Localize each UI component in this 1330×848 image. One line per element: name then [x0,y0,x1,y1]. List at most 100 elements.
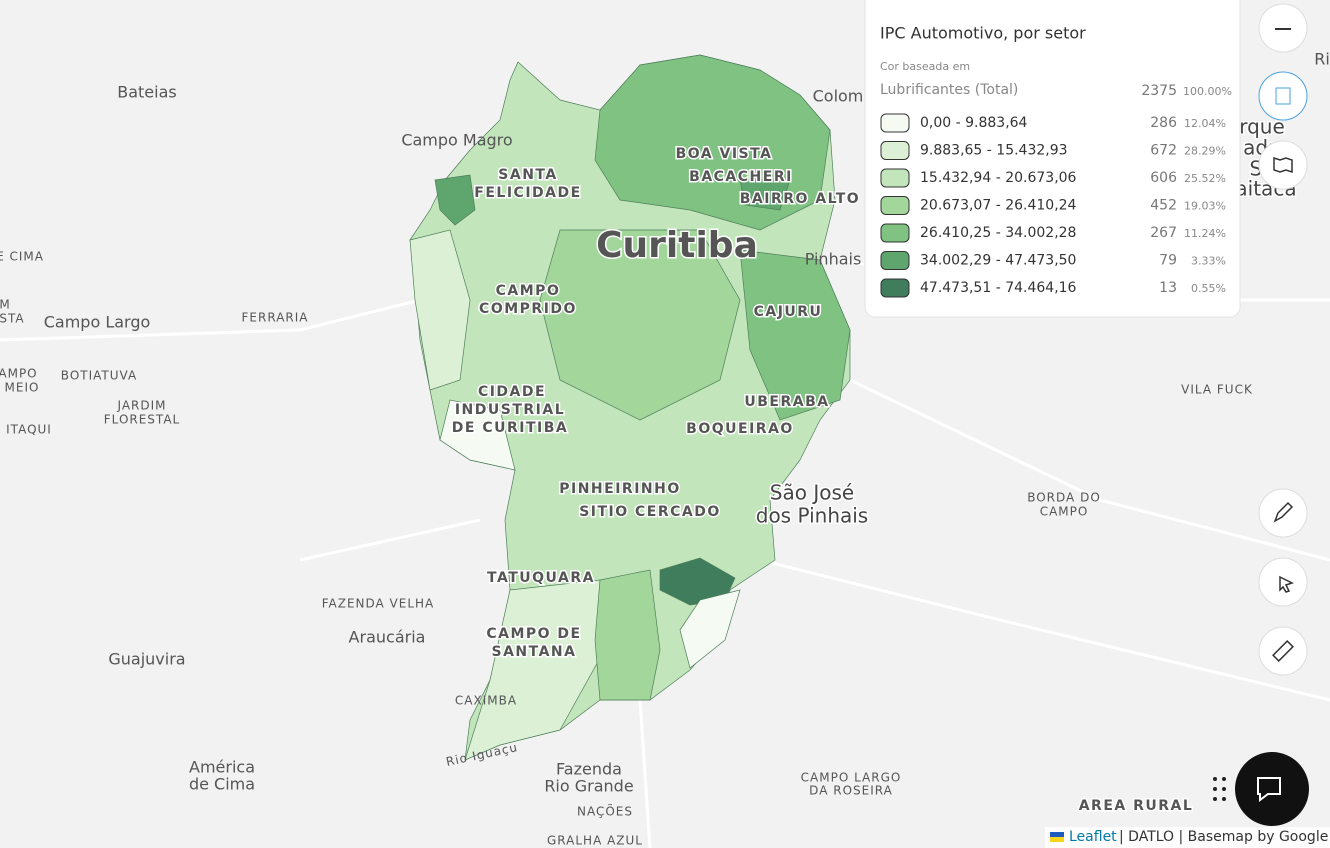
place-label: E CIMA [0,250,44,264]
place-label: CAMPO LARGO [801,771,902,785]
place-label: UBERABA [744,394,829,410]
place-label: CAMPO [496,283,561,299]
place-label: ITAQUI [6,423,52,437]
measure-button[interactable] [1258,626,1308,676]
place-label: VILA FUCK [1181,383,1253,397]
place-label: Fazenda [556,760,622,779]
draw-button[interactable] [1258,488,1308,538]
legend-percent: 3.33% [1191,255,1226,268]
place-label: CAMPO DE [486,626,581,642]
place-label: NAÇÕES [577,804,633,819]
place-label: CAXIMBA [455,694,517,708]
place-label: São José [770,481,854,505]
legend-swatch [880,141,910,160]
legend-panel: IPC Automotivo, por setor Cor baseada em… [864,0,1241,318]
place-label: BOQUEIRAO [686,421,794,437]
list-icon [1275,87,1291,105]
legend-swatch [880,278,910,298]
place-label: CAJURU [754,304,823,320]
place-label: Curitiba [596,225,758,266]
legend-total-percent: 100.00% [1183,85,1232,98]
place-labels: Bateias Campo Magro SANTA FELICIDADE BOA VIS… [0,50,1330,848]
place-label: JARDIM [116,399,166,413]
attribution-text: | DATLO | Basemap by Google [1119,829,1328,845]
place-label: FERRARIA [242,311,309,325]
legend-count: 452 [1150,198,1177,214]
map-icon [1273,156,1293,174]
place-label: Ri [1314,50,1330,69]
place-label: INDUSTRIAL [455,402,565,418]
legend-swatch [880,113,910,133]
layers-button[interactable] [1258,140,1308,190]
place-label: SANTANA [492,644,577,660]
legend-range: 9.883,65 - 15.432,93 [920,143,1068,159]
flag-top [1050,832,1064,837]
legend-percent: 12.04% [1184,117,1226,130]
place-label: AMPO [0,367,38,381]
legend-percent: 11.24% [1184,227,1226,240]
cursor-icon [1279,575,1294,593]
legend-range: 0,00 - 9.883,64 [920,115,1028,131]
place-label: América [189,758,255,777]
place-label: DA ROSEIRA [809,784,893,798]
legend-range: 15.432,94 - 20.673,06 [920,170,1077,186]
legend-count: 13 [1159,280,1177,296]
sectors [409,54,851,761]
legend-count: 267 [1150,225,1177,241]
legend-title: IPC Automotivo, por setor [880,24,1086,43]
ruler-icon [1272,640,1294,662]
place-label: PINHEIRINHO [559,481,681,497]
controls [1213,3,1309,826]
place-label: BOA VISTA [676,146,773,162]
legend-percent: 25.52% [1184,172,1226,185]
place-label: BOTIATUVA [61,369,137,383]
legend-range: 20.673,07 - 26.410,24 [920,198,1077,214]
place-label: SANTA [498,167,557,183]
place-label: M [0,298,11,312]
place-label: FAZENDA VELHA [322,597,435,611]
legend-range: 26.410,25 - 34.002,28 [920,225,1076,241]
legend-percent: 28.29% [1184,145,1226,158]
select-button[interactable] [1258,557,1308,607]
place-label: Araucária [349,628,426,647]
place-label: FELICIDADE [474,185,581,201]
place-label: SITIO CERCADO [579,504,721,520]
legend-count: 286 [1150,115,1177,131]
legend-percent: 0.55% [1191,282,1226,295]
place-label: TATUQUARA [487,570,595,586]
legend-count: 606 [1150,170,1177,186]
place-label: Campo Magro [401,131,512,150]
place-label: STA [0,312,25,326]
place-label: Bateias [117,83,176,102]
legend-button[interactable] [1258,71,1308,121]
legend-swatch [880,196,910,215]
place-label: BORDA DO [1027,491,1101,505]
place-label: AREA RURAL [1079,798,1194,814]
place-label: Pinhais [805,250,862,269]
place-label: rque [1239,115,1285,139]
place-label: DE CURITIBA [452,420,568,436]
flag-bottom [1050,837,1064,842]
place-label: COMPRIDO [479,301,577,317]
place-label: GRALHA AZUL [547,834,643,848]
place-label: de Cima [189,775,255,794]
legend-swatch [880,251,910,270]
legend-range: 34.002,29 - 47.473,50 [920,253,1076,269]
legend-swatch [880,168,910,188]
attribution-link[interactable]: Leaflet [1069,829,1117,845]
place-label: BAIRRO ALTO [740,191,860,207]
place-label: Rio Grande [544,777,633,796]
drag-handle[interactable] [1213,777,1226,801]
legend-subtitle: Cor baseada em [880,60,970,73]
legend-count: 79 [1159,253,1177,269]
place-label: dos Pinhais [756,504,868,528]
place-label: MEIO [5,381,40,395]
place-label: BACACHERI [689,169,793,185]
legend-variable: Lubrificantes (Total) [880,82,1018,98]
chat-icon [1257,777,1281,802]
panel-bg [864,0,1241,318]
legend-range: 47.473,51 - 74.464,16 [920,280,1077,296]
chat-button[interactable] [1235,752,1309,826]
